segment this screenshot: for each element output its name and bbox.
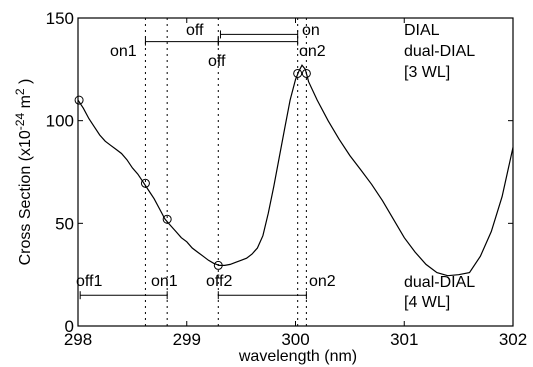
label-top-on: on xyxy=(302,22,320,39)
curve-marker xyxy=(140,178,150,188)
curve-marker xyxy=(213,260,223,270)
curve-markers xyxy=(74,68,311,270)
cross-section-curve xyxy=(77,64,514,277)
x-tick-label: 300 xyxy=(281,330,309,349)
x-axis-title: wavelength (nm) xyxy=(238,348,357,365)
label-top-on2: on2 xyxy=(299,43,326,60)
y-axis-title-unit-exponent: 2 xyxy=(13,88,27,95)
label-top-on1: on1 xyxy=(110,43,137,60)
curve-marker xyxy=(301,68,311,78)
y-tick-label: 50 xyxy=(55,214,74,233)
legend-dual-dial: dual-DIAL xyxy=(404,43,475,60)
label-bottom-on2: on2 xyxy=(309,273,336,290)
y-axis-title-exponent: -24 xyxy=(13,113,27,131)
label-bottom-off1: off1 xyxy=(76,273,103,290)
label-bottom-on1: on1 xyxy=(151,273,178,290)
curve-marker xyxy=(293,68,303,78)
y-tick-label: 150 xyxy=(46,9,74,28)
legend-4wl: [4 WL] xyxy=(404,294,450,311)
y-axis-title-close: ) xyxy=(17,79,34,89)
legend-dual-dial-4wl: dual-DIAL xyxy=(404,274,475,291)
x-tick-label: 298 xyxy=(64,330,92,349)
x-tick-label: 299 xyxy=(173,330,201,349)
tick-labels: 298 299 300 301 302 0 50 100 150 xyxy=(46,9,528,349)
y-tick-label: 100 xyxy=(46,112,74,131)
axis-ticks xyxy=(77,17,514,327)
y-axis-title-base: Cross Section (x10 xyxy=(17,130,34,265)
legend-3wl: [3 WL] xyxy=(404,64,450,81)
label-bottom-off2: off2 xyxy=(206,273,233,290)
x-tick-label: 301 xyxy=(390,330,418,349)
y-axis-title-unit: m xyxy=(17,95,34,113)
legend-dial: DIAL xyxy=(404,22,440,39)
y-tick-label: 0 xyxy=(65,317,74,336)
label-top-off: off xyxy=(186,22,204,39)
curve-marker xyxy=(162,214,172,224)
wavelength-brackets xyxy=(79,30,307,300)
x-tick-label: 302 xyxy=(499,330,527,349)
y-axis-title: Cross Section (x10-24 m2 ) xyxy=(13,79,34,266)
label-top-off2: off xyxy=(208,53,226,70)
curve-marker xyxy=(74,95,84,105)
